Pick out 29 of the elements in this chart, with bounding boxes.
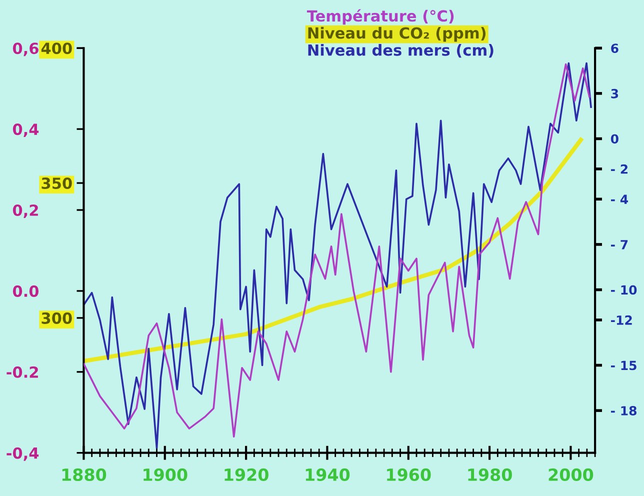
x-tick-label: 1900 [144,468,188,482]
y2-tick-label: - 18 [611,406,636,416]
y3-tick-label: 300 [42,312,72,324]
x-tick-label: 1960 [387,468,431,482]
y3-tick-label: 350 [42,177,72,190]
y-tick-label: -0.2 [6,366,38,378]
text: Niveau des mers (cm) [308,44,494,58]
y-tick-label: 0,4 [12,124,39,138]
y2-tick-label: - 15 [611,360,636,370]
y2-tick-label: - 7 [611,240,628,250]
y-tick-label: 0.0 [12,285,39,297]
y2-tick-label: - 4 [611,194,628,204]
y-tick-label: 0,6 [12,42,38,56]
y2-tick-label: 3 [611,88,618,98]
y2-tick-label: -12 [611,315,632,325]
y2-tick-label: 0 [610,134,618,144]
x-tick-label: 1880 [62,468,106,482]
x-tick-label: 2000 [548,468,594,482]
y2-tick-label: - 10 [611,285,637,295]
x-tick-label: 1920 [224,468,268,482]
y2-tick-label: - 2 [611,164,628,174]
x-tick-label: 1980 [468,468,512,482]
y-tick-label: 0,2 [12,204,38,218]
y-tick-label: -0,4 [6,447,39,461]
x-tick-label: 1940 [306,468,350,482]
y3-tick-label: 400 [41,42,72,54]
text: Température (°C) [306,9,454,25]
text: Niveau du CO₂ (ppm) [308,26,486,42]
y2-tick-label: 6 [611,44,618,54]
